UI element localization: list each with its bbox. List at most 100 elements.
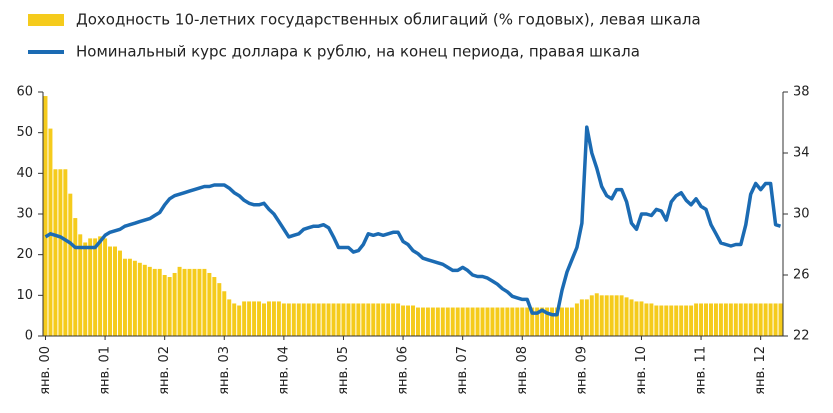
bar — [694, 303, 699, 336]
bar — [147, 266, 152, 336]
bar — [247, 301, 252, 336]
bar — [73, 218, 78, 336]
bar — [301, 303, 306, 336]
bar — [594, 293, 599, 336]
bar — [262, 303, 266, 336]
bar — [753, 303, 758, 336]
bar — [182, 268, 187, 336]
bar — [103, 238, 108, 336]
bar — [723, 303, 728, 336]
bar — [579, 299, 584, 336]
bar — [659, 305, 664, 336]
bar — [296, 303, 301, 336]
bar — [435, 307, 440, 336]
bar — [222, 291, 227, 336]
bar — [43, 96, 48, 336]
x-tick-label: янв. 00 — [38, 346, 53, 395]
bar — [316, 303, 321, 336]
bar — [440, 307, 445, 336]
bar — [212, 277, 217, 336]
bar — [569, 307, 574, 336]
bar — [674, 305, 679, 336]
bar — [465, 307, 470, 336]
bar — [281, 303, 286, 336]
bar — [83, 242, 88, 336]
bar — [197, 268, 202, 336]
bar — [242, 301, 247, 336]
bar — [574, 303, 579, 336]
bar — [733, 303, 738, 336]
bar — [88, 238, 93, 336]
bar — [286, 303, 291, 336]
bar — [520, 307, 525, 336]
bar — [624, 297, 629, 336]
bar — [609, 295, 614, 336]
bar — [500, 307, 505, 336]
bar — [266, 301, 271, 336]
bar — [619, 295, 624, 336]
bar — [108, 246, 113, 336]
x-tick-label: янв. 04 — [276, 346, 291, 395]
bar — [555, 307, 560, 336]
y-tick-label: 50 — [16, 125, 33, 140]
bar — [713, 303, 718, 336]
bar — [778, 303, 783, 336]
bar — [371, 303, 376, 336]
legend-label: Доходность 10-летних государственных обл… — [76, 11, 701, 29]
bar — [773, 303, 778, 336]
bar — [420, 307, 425, 336]
y-tick-label: 0 — [25, 329, 33, 344]
bar — [614, 295, 619, 336]
bar — [669, 305, 674, 336]
bar — [113, 246, 117, 336]
x-tick-label: янв. 07 — [455, 346, 470, 395]
bar — [728, 303, 733, 336]
x-tick-label: янв. 01 — [98, 346, 113, 395]
bar — [127, 258, 132, 336]
bar — [560, 307, 564, 336]
bar — [768, 303, 773, 336]
y2-tick-label: 26 — [793, 268, 810, 283]
bar — [510, 307, 515, 336]
bar — [639, 301, 644, 336]
bar — [326, 303, 331, 336]
x-tick-label: янв. 09 — [574, 346, 589, 395]
bar — [455, 307, 460, 336]
bar — [525, 307, 530, 336]
bar — [540, 307, 545, 336]
bar — [98, 236, 103, 336]
x-tick-label: янв. 06 — [396, 346, 411, 395]
bar — [122, 258, 127, 336]
bar — [401, 305, 406, 336]
bar — [480, 307, 485, 336]
y-tick-label: 60 — [16, 85, 33, 100]
bar — [227, 299, 232, 336]
bar — [430, 307, 435, 336]
bar — [748, 303, 753, 336]
legend-swatch — [28, 14, 64, 26]
bar — [93, 238, 98, 336]
bar — [679, 305, 684, 336]
bar — [202, 268, 207, 336]
bar — [172, 272, 177, 336]
bar — [550, 307, 555, 336]
bar — [515, 307, 520, 336]
y2-tick-label: 38 — [793, 85, 810, 100]
bar — [187, 268, 192, 336]
bar — [629, 299, 634, 336]
bar — [589, 295, 594, 336]
bar — [117, 250, 122, 336]
x-tick-label: янв. 02 — [157, 346, 172, 395]
x-tick-label: янв. 08 — [515, 346, 530, 395]
bar — [346, 303, 351, 336]
bar — [495, 307, 500, 336]
bar — [306, 303, 311, 336]
bar — [406, 305, 411, 336]
bar — [356, 303, 361, 336]
legend-label: Номинальный курс доллара к рублю, на кон… — [76, 43, 640, 61]
bar — [564, 307, 569, 336]
x-tick-label: янв. 03 — [217, 346, 232, 395]
bar — [530, 307, 535, 336]
bar — [396, 303, 401, 336]
bar — [535, 307, 540, 336]
